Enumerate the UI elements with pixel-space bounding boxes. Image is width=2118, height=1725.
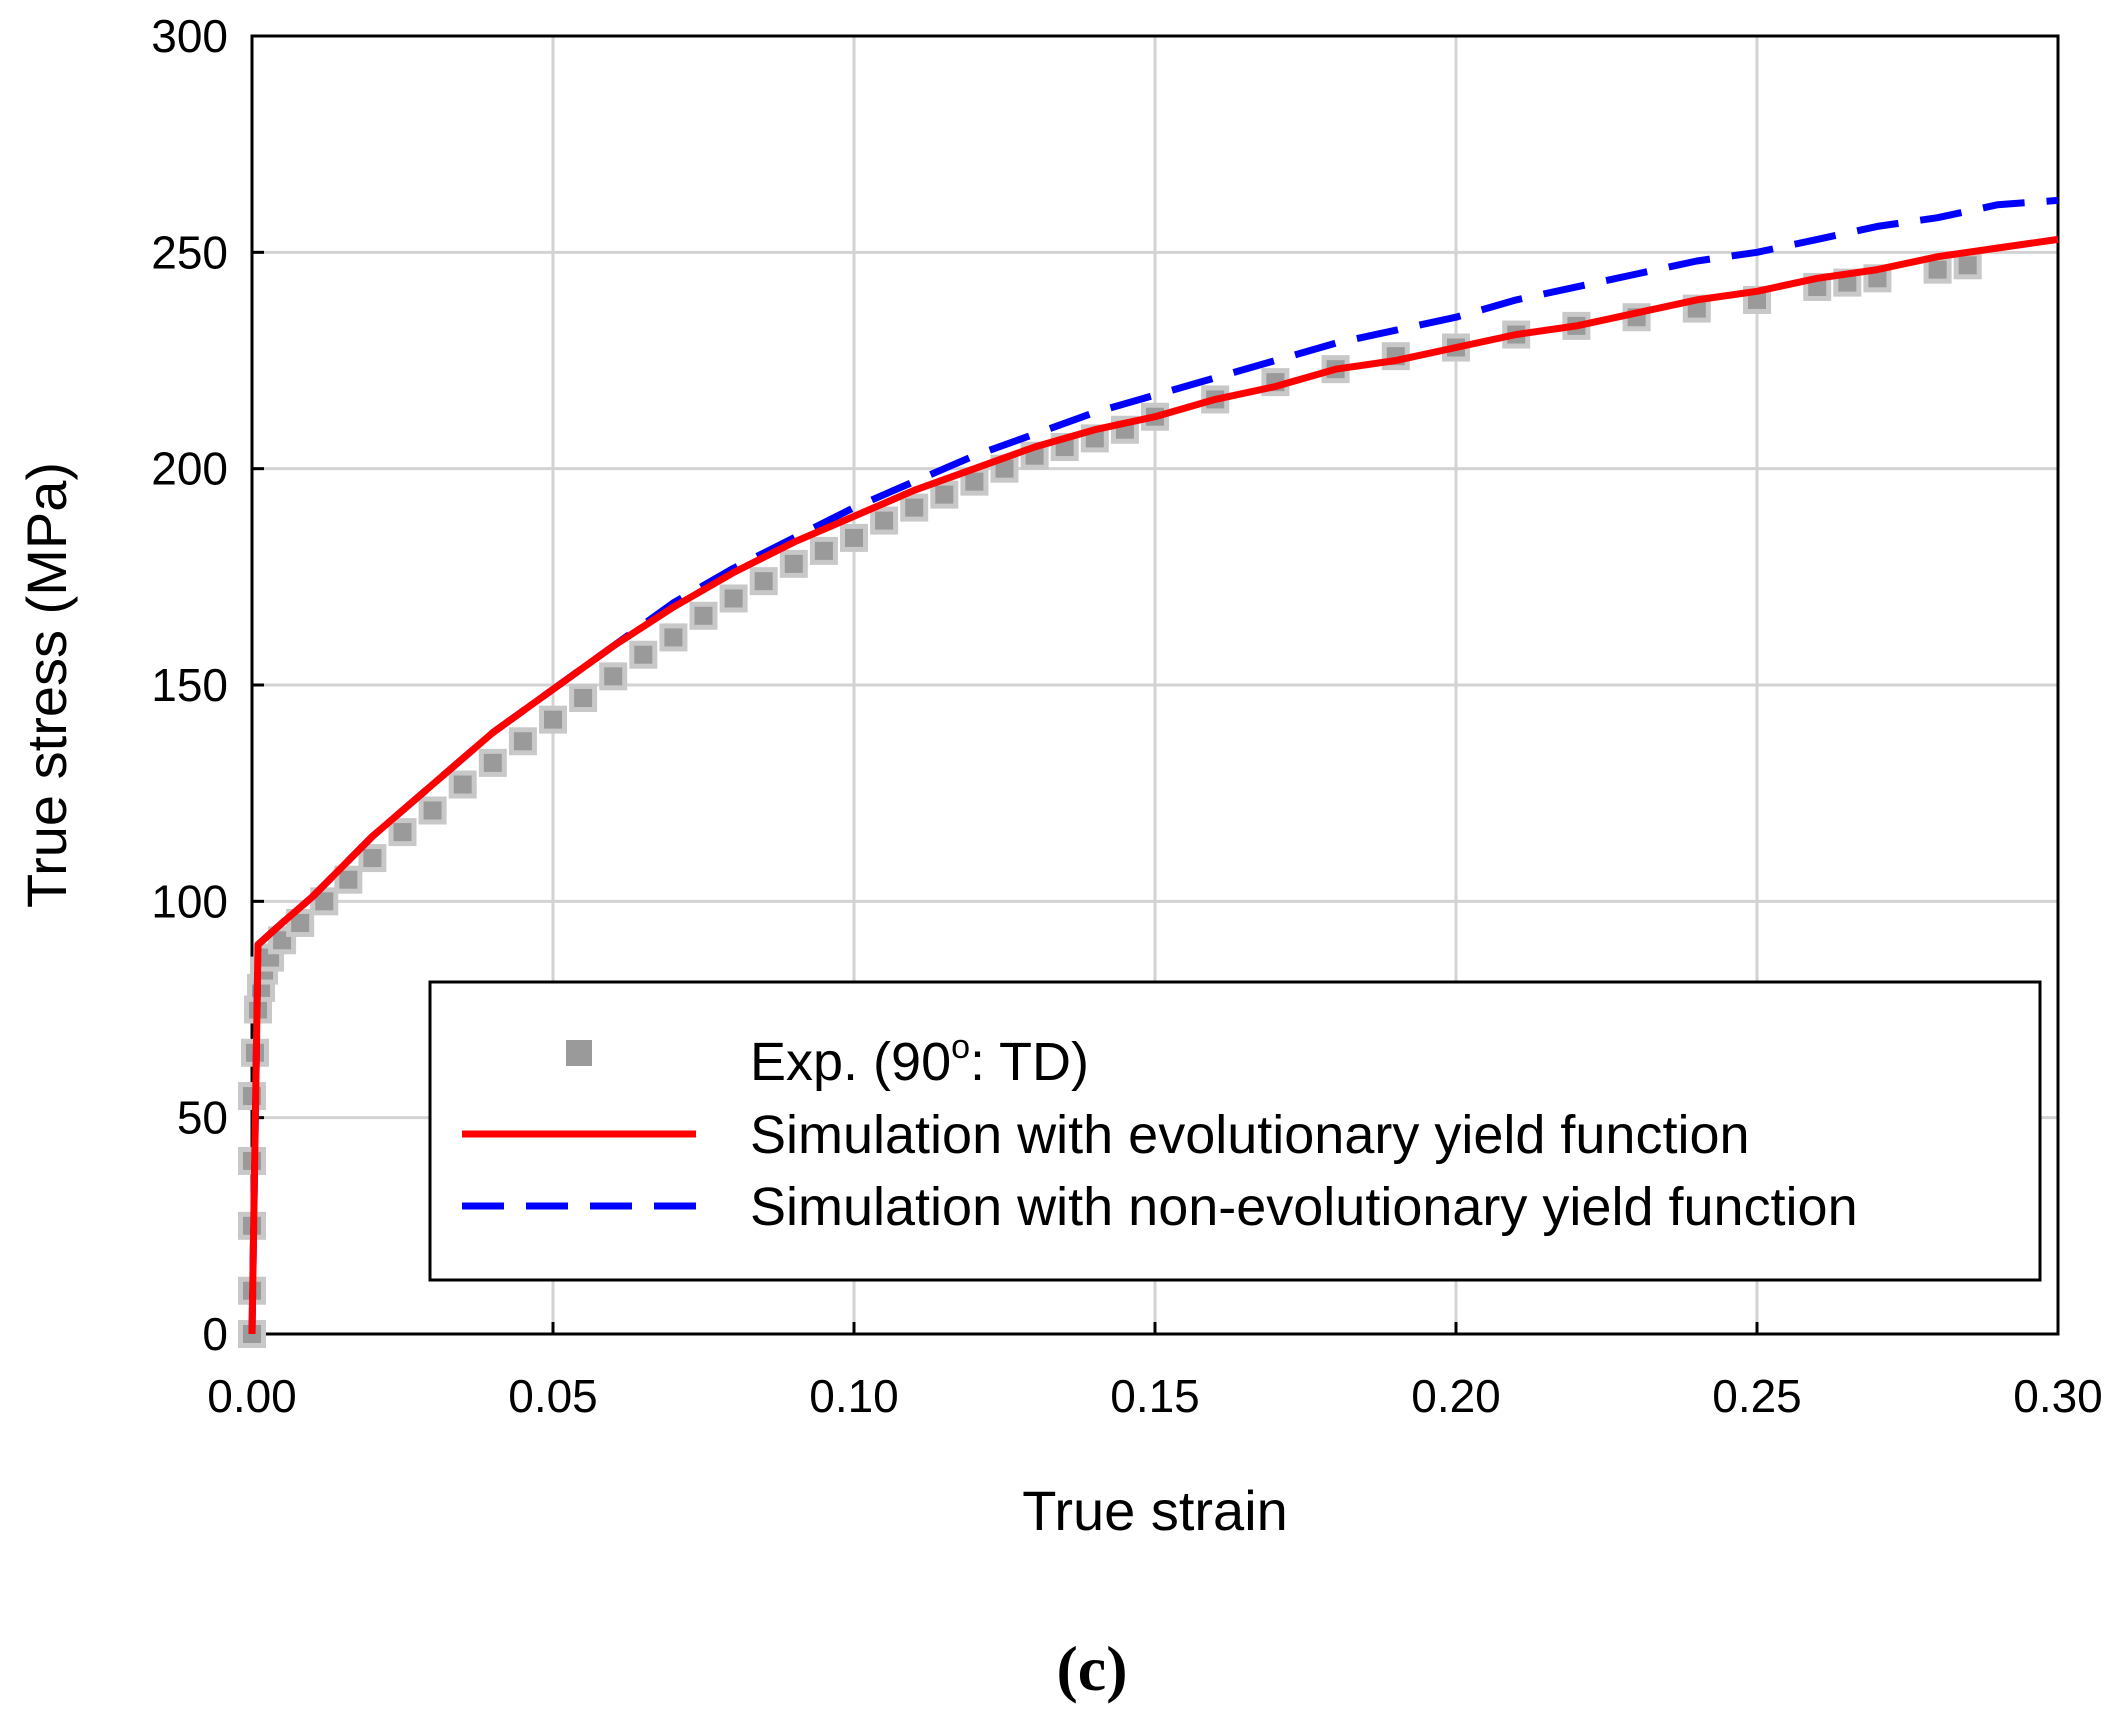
exp-data-point	[453, 775, 472, 794]
exp-data-point	[574, 688, 593, 707]
legend-box	[428, 980, 2042, 1282]
x-tick-label: 0.15	[1110, 1370, 1200, 1422]
legend-label-exp: Exp. (90o: TD)	[750, 1028, 1089, 1092]
panel-label: (c)	[1056, 1633, 1127, 1704]
exp-data-point	[634, 645, 653, 664]
exp-data-point	[1928, 260, 1947, 279]
x-tick-label: 0.20	[1411, 1370, 1501, 1422]
legend-label-exp-tail: : TD)	[970, 1032, 1089, 1092]
exp-data-point	[754, 572, 773, 591]
exp-data-point	[875, 511, 894, 530]
legend-label-exp-superscript: o	[951, 1028, 970, 1066]
exp-data-point	[965, 472, 984, 491]
x-tick-label: 0.00	[207, 1370, 297, 1422]
exp-data-point	[513, 732, 532, 751]
exp-data-point	[724, 589, 743, 608]
x-tick-label: 0.05	[508, 1370, 598, 1422]
series-group	[238, 196, 2059, 1348]
exp-data-point	[1868, 269, 1887, 288]
exp-data-point	[339, 870, 358, 889]
x-axis-title: True strain	[1022, 1479, 1288, 1542]
x-tick-label: 0.30	[2013, 1370, 2103, 1422]
y-tick-label: 100	[151, 875, 228, 927]
exp-data-point	[995, 459, 1014, 478]
exp-data-point	[905, 498, 924, 517]
y-tick-label: 200	[151, 443, 228, 495]
y-tick-label: 150	[151, 659, 228, 711]
exp-data-point	[604, 667, 623, 686]
y-tick-label: 250	[151, 226, 228, 278]
exp-data-point	[544, 710, 562, 729]
exp-data-point	[694, 606, 713, 625]
exp-data-point	[935, 485, 954, 504]
x-tick-label: 0.25	[1712, 1370, 1802, 1422]
y-tick-label: 300	[151, 10, 228, 62]
exp-data-point	[845, 528, 863, 547]
exp-data-point	[393, 823, 412, 842]
legend-label-non-evolutionary: Simulation with non-evolutionary yield f…	[750, 1177, 1858, 1237]
legend-label-exp-main: Exp. (90	[750, 1032, 951, 1092]
exp-data-point	[483, 753, 502, 772]
exp-data-point	[784, 554, 803, 573]
exp-data-point	[423, 801, 442, 820]
y-tick-label: 50	[177, 1092, 228, 1144]
series-evolutionary-line	[248, 235, 2059, 1335]
exp-data-point	[664, 628, 683, 647]
legend-label-evolutionary: Simulation with evolutionary yield funct…	[750, 1105, 1750, 1165]
axis-ticks: 0.00 0.05 0.10 0.15 0.20 0.25 0.30 0 50 100 150 200…	[151, 10, 2103, 1422]
exp-data-point	[315, 892, 334, 911]
legend-swatch-exp-marker	[566, 1040, 592, 1066]
y-tick-label: 0	[202, 1308, 228, 1360]
y-axis-title: True stress (MPa)	[15, 462, 78, 908]
legend: Exp. (90o: TD) Simulation with evolution…	[428, 980, 2042, 1282]
exp-data-point	[814, 541, 833, 560]
x-tick-label: 0.10	[809, 1370, 899, 1422]
exp-data-point	[291, 913, 310, 932]
exp-data-point	[363, 849, 382, 868]
exp-data-point	[1958, 256, 1977, 275]
